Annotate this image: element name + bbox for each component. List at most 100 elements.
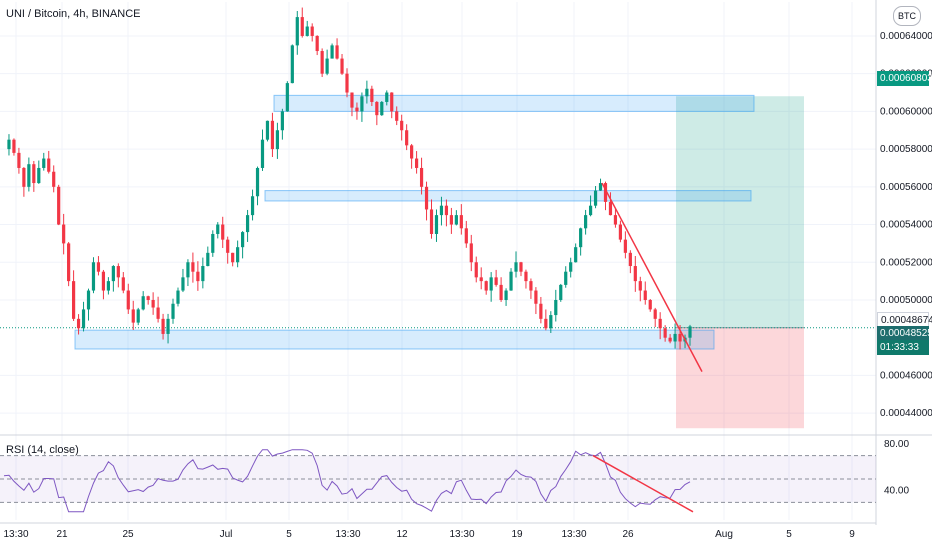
- candle-body: [7, 139, 11, 150]
- candle-body: [623, 239, 627, 253]
- candle-body: [280, 111, 284, 131]
- candle-body: [439, 205, 444, 216]
- candle-body: [479, 277, 483, 282]
- candle-body: [216, 224, 220, 234]
- candle-body: [101, 271, 106, 291]
- candle-body: [310, 26, 314, 36]
- candle-body: [81, 309, 86, 329]
- candle-body: [414, 158, 419, 168]
- candle-body: [350, 92, 354, 108]
- candle-body: [628, 252, 632, 267]
- current-price-tag: 0.00048525: [877, 326, 932, 341]
- candle-body: [499, 284, 503, 300]
- candle-body: [489, 277, 493, 291]
- candle-body: [454, 215, 458, 225]
- candle-body: [598, 183, 603, 191]
- candle-body: [434, 215, 439, 234]
- candle-body: [365, 88, 369, 97]
- candle-body: [569, 262, 573, 272]
- candle-body: [181, 277, 185, 291]
- candle-body: [678, 333, 682, 342]
- price-tick-label: 0.00058000: [880, 144, 932, 155]
- candle-body: [539, 303, 543, 319]
- candle-body: [285, 83, 289, 112]
- candle-body: [494, 277, 498, 285]
- time-tick-label: 9: [849, 529, 855, 540]
- candle-body: [509, 271, 513, 291]
- chart-title: UNI / Bitcoin, 4h, BINANCE: [6, 8, 141, 20]
- time-tick-label: 13:30: [335, 529, 360, 540]
- price-tick-label: 0.00044000: [880, 408, 932, 419]
- currency-badge[interactable]: BTC: [893, 6, 921, 26]
- candle-body: [360, 96, 364, 112]
- candle-body: [320, 51, 324, 74]
- candle-body: [574, 247, 578, 263]
- candle-body: [638, 281, 642, 291]
- candle-body: [484, 281, 488, 291]
- candle-body: [275, 130, 280, 150]
- candle-body: [549, 315, 553, 329]
- time-tick-label: Aug: [715, 529, 733, 540]
- price-tick-label: 0.00046000: [880, 370, 932, 381]
- candle-body: [663, 328, 667, 338]
- candle-body: [42, 158, 46, 168]
- candle-body: [613, 215, 618, 225]
- candle-body: [300, 17, 304, 36]
- candle-body: [648, 299, 652, 310]
- price-tick-label: 0.00050000: [880, 295, 932, 306]
- candle-body: [186, 262, 190, 278]
- candle-body: [67, 243, 71, 282]
- price-tick-label: 0.00056000: [880, 182, 932, 193]
- time-tick-label: 19: [511, 529, 523, 540]
- time-tick-label: Jul: [220, 529, 233, 540]
- rsi-tick-label: 80.00: [884, 439, 909, 450]
- price-tick-label: 0.00064000: [880, 31, 932, 42]
- candle-body: [395, 111, 399, 121]
- time-tick-label: 26: [622, 529, 634, 540]
- candle-body: [241, 232, 245, 248]
- candle-body: [231, 252, 235, 263]
- candle-body: [315, 35, 319, 52]
- candle-body: [126, 290, 130, 310]
- candle-body: [335, 45, 339, 59]
- time-tick-label: 25: [122, 529, 134, 540]
- candle-body: [121, 277, 125, 291]
- candle-body: [141, 296, 145, 310]
- candle-body: [270, 120, 275, 150]
- candle-body: [380, 101, 384, 116]
- candle-body: [449, 215, 453, 225]
- support-zone: [273, 94, 755, 112]
- candle-body: [534, 290, 538, 304]
- candle-body: [27, 164, 31, 187]
- candle-body: [504, 290, 508, 300]
- time-tick-label: 21: [56, 529, 68, 540]
- candle-body: [375, 101, 379, 116]
- candle-body: [608, 201, 613, 216]
- candle-body: [221, 224, 225, 240]
- candle-body: [345, 73, 349, 93]
- price-trendline: [601, 182, 703, 373]
- candle-body: [544, 318, 548, 329]
- price-tick-label: 0.00060000: [880, 106, 932, 117]
- candle-body: [529, 281, 533, 291]
- rsi-trendline: [592, 454, 694, 513]
- candle-body: [593, 190, 598, 206]
- candle-body: [474, 262, 478, 278]
- candle-body: [166, 318, 170, 334]
- candle-body: [211, 233, 215, 253]
- candle-body: [410, 145, 414, 159]
- time-tick-label: 5: [786, 529, 792, 540]
- candle-body: [658, 318, 662, 329]
- candle-body: [156, 307, 160, 319]
- candle-body: [584, 215, 588, 229]
- candle-body: [514, 262, 518, 272]
- candle-body: [131, 309, 135, 323]
- candle-body: [111, 266, 115, 282]
- candle-body: [519, 262, 523, 272]
- candle-body: [106, 281, 110, 291]
- candle-body: [330, 45, 334, 59]
- bar-countdown: 01:33:33: [877, 340, 929, 355]
- candle-body: [405, 130, 409, 146]
